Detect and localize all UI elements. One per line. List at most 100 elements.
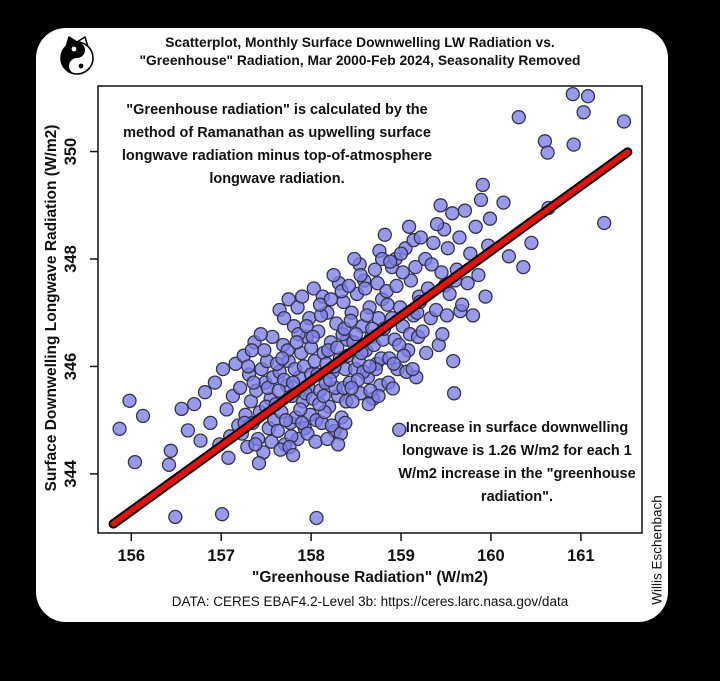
data-point xyxy=(275,351,290,366)
data-point xyxy=(389,278,404,294)
data-point xyxy=(341,278,357,294)
x-tick-label: 156 xyxy=(118,547,146,565)
data-point xyxy=(271,383,286,398)
x-tick-label: 161 xyxy=(567,547,595,565)
data-point xyxy=(161,457,177,472)
data-point xyxy=(371,388,386,404)
data-point xyxy=(370,276,385,291)
data-point xyxy=(326,267,341,283)
data-point xyxy=(540,145,555,160)
data-point xyxy=(265,329,280,345)
y-tick-label: 344 xyxy=(62,459,80,487)
data-point xyxy=(324,418,339,433)
data-point xyxy=(285,447,301,463)
data-point xyxy=(193,433,208,448)
data-point xyxy=(396,348,411,363)
data-point xyxy=(565,86,580,102)
data-point xyxy=(383,254,398,269)
data-point xyxy=(446,386,462,401)
slope-annotation: Increase in surface downwelling longwave… xyxy=(398,420,636,505)
data-point xyxy=(338,415,353,431)
chart-title: Scatterplot, Monthly Surface Downwelling… xyxy=(120,34,600,70)
data-point xyxy=(330,340,345,355)
data-point xyxy=(289,335,304,350)
x-tick-label: 158 xyxy=(297,547,325,565)
trend-line xyxy=(110,149,631,527)
data-point xyxy=(276,310,292,326)
y-tick-label: 350 xyxy=(62,138,80,166)
data-point xyxy=(281,292,296,307)
data-point xyxy=(214,507,230,522)
data-point xyxy=(413,230,428,245)
x-axis-label: "Greenhouse Radiation" (W/m2) xyxy=(251,569,489,586)
data-point xyxy=(232,380,248,396)
data-point xyxy=(465,308,481,323)
data-point xyxy=(348,327,364,342)
data-point xyxy=(203,415,218,431)
data-point xyxy=(429,216,445,232)
data-point xyxy=(408,259,423,275)
data-point xyxy=(445,206,460,221)
data-point xyxy=(460,276,475,291)
data-point xyxy=(386,356,401,371)
data-point xyxy=(380,297,395,312)
data-point xyxy=(316,388,331,404)
data-point xyxy=(344,380,359,396)
data-point xyxy=(435,327,450,342)
data-point xyxy=(433,198,448,213)
data-point xyxy=(452,230,467,245)
data-point xyxy=(415,324,430,339)
data-point xyxy=(616,114,632,129)
data-point xyxy=(377,227,392,242)
data-point xyxy=(127,454,143,470)
data-point xyxy=(385,381,401,396)
data-point xyxy=(306,281,321,296)
data-point xyxy=(180,423,196,438)
data-point xyxy=(246,375,261,390)
data-point xyxy=(426,235,441,251)
x-tick-label: 159 xyxy=(387,547,415,565)
data-point xyxy=(392,422,407,437)
data-point xyxy=(566,137,581,152)
data-point xyxy=(197,385,213,400)
data-point xyxy=(270,423,285,439)
data-point xyxy=(244,343,259,358)
data-point xyxy=(163,443,178,458)
data-point xyxy=(221,450,236,465)
data-point xyxy=(251,456,267,471)
data-point xyxy=(439,308,455,323)
data-point xyxy=(264,434,279,449)
data-point xyxy=(361,396,376,412)
data-point xyxy=(253,327,268,342)
data-point xyxy=(299,319,314,334)
data-point xyxy=(440,241,455,256)
data-point xyxy=(112,421,127,436)
chart-title-line2: "Greenhouse" Radiation, Mar 2000-Feb 202… xyxy=(139,53,581,68)
data-point xyxy=(168,509,183,525)
data-point xyxy=(395,265,410,280)
y-tick-label: 346 xyxy=(62,353,80,381)
data-point xyxy=(524,235,539,251)
data-point xyxy=(347,251,362,267)
data-point xyxy=(294,289,310,304)
data-point xyxy=(305,329,321,345)
data-point xyxy=(516,259,531,275)
data-point xyxy=(455,297,470,312)
data-point xyxy=(475,177,490,193)
y-tick-label: 348 xyxy=(62,245,80,273)
data-point xyxy=(473,192,489,208)
data-point xyxy=(257,343,272,358)
data-point xyxy=(122,393,137,408)
method-annotation: "Greenhouse radiation" is calculated by … xyxy=(121,102,433,187)
data-point xyxy=(174,401,189,417)
data-point xyxy=(511,110,526,125)
data-point xyxy=(442,286,457,302)
data-point xyxy=(323,292,339,307)
data-point xyxy=(367,262,383,277)
x-tick-label: 160 xyxy=(477,547,505,565)
data-point xyxy=(135,408,151,424)
data-point xyxy=(482,211,498,226)
data-source-caption: DATA: CERES EBAF4.2-Level 3b: https://ce… xyxy=(171,594,569,609)
x-tick-label: 157 xyxy=(207,547,235,565)
data-point xyxy=(478,289,493,304)
